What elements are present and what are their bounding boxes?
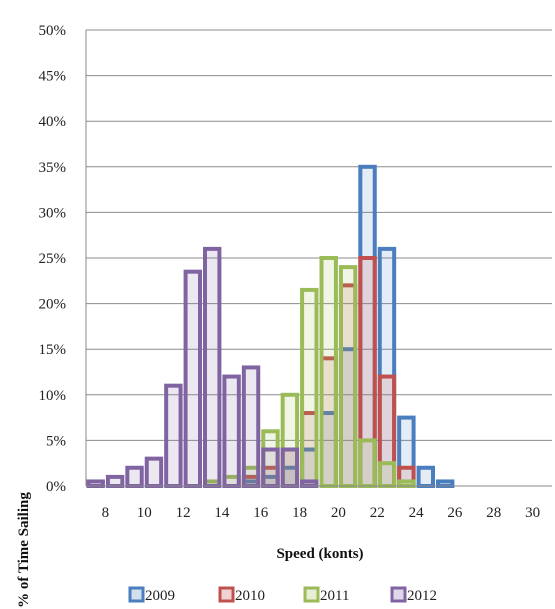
y-tick-label: 50% <box>39 23 67 39</box>
legend-swatch <box>218 586 235 603</box>
x-tick-label: 30 <box>525 505 540 521</box>
legend-label: 2009 <box>145 588 175 604</box>
x-tick-label: 24 <box>409 505 425 521</box>
legend-label: 2011 <box>320 588 349 604</box>
bar-2012 <box>164 383 183 488</box>
legend-swatch <box>303 586 320 603</box>
y-tick-labels: 0% 5% 10% 15% 20% 25% 30% 35% 40% 45% 50% <box>39 23 67 495</box>
bar-2012 <box>144 456 164 489</box>
series-2011 <box>203 256 416 489</box>
legend-item-2011: 2011 <box>303 586 349 604</box>
y-tick-label: 25% <box>39 251 67 267</box>
bar-2012 <box>280 447 300 488</box>
y-tick-label: 10% <box>39 388 67 404</box>
bar-2012 <box>105 474 125 489</box>
y-tick-label: 35% <box>39 160 67 176</box>
bar-2012 <box>125 465 144 489</box>
y-tick-label: 5% <box>46 433 66 449</box>
legend-swatch <box>390 586 407 603</box>
y-tick-label: 20% <box>39 297 67 313</box>
x-tick-label: 20 <box>331 505 346 521</box>
x-tick-label: 10 <box>137 505 152 521</box>
legend-item-2012: 2012 <box>390 586 437 604</box>
x-tick-label: 8 <box>102 505 110 521</box>
bar-2012 <box>86 479 105 489</box>
axes <box>85 30 552 487</box>
bar-2012 <box>241 365 261 488</box>
x-tick-label: 26 <box>447 505 463 521</box>
legend-item-2010: 2010 <box>218 586 265 604</box>
legend-label: 2010 <box>235 588 265 604</box>
bar-2011 <box>300 287 319 489</box>
x-axis-title: Speed (konts) <box>276 546 363 562</box>
y-tick-label: 40% <box>39 114 67 130</box>
bar-2009 <box>416 465 436 489</box>
y-axis-title: % of Time Sailing <box>16 492 32 608</box>
legend-swatch <box>128 586 145 603</box>
bar-2012 <box>203 246 222 488</box>
y-tick-label: 0% <box>46 479 66 495</box>
bar-2012 <box>261 447 280 488</box>
y-tick-label: 30% <box>39 205 67 221</box>
bar-2011 <box>397 479 416 489</box>
bar-2009 <box>436 479 455 489</box>
x-tick-label: 14 <box>214 505 230 521</box>
bar-2012 <box>222 374 241 488</box>
x-tick-label: 18 <box>292 505 307 521</box>
x-tick-label: 28 <box>486 505 501 521</box>
bar-2011 <box>319 256 338 488</box>
x-tick-label: 16 <box>253 505 269 521</box>
bar-2011 <box>358 438 377 488</box>
x-tick-labels: 8 10 12 14 16 18 20 22 24 26 28 30 <box>102 505 540 521</box>
x-tick-label: 12 <box>176 505 191 521</box>
legend-label: 2012 <box>407 588 437 604</box>
y-tick-label: 45% <box>39 69 67 85</box>
series-2012 <box>86 246 319 489</box>
bar-2011 <box>338 265 358 488</box>
legend: 2009 2010 2011 2012 <box>128 586 437 604</box>
bars <box>86 164 455 489</box>
bar-2011 <box>377 461 397 489</box>
gridlines <box>86 29 552 487</box>
x-tick-label: 22 <box>370 505 385 521</box>
legend-item-2009: 2009 <box>128 586 175 604</box>
y-tick-label: 15% <box>39 342 67 358</box>
bar-2012 <box>183 269 202 488</box>
bar-2012 <box>300 479 319 489</box>
